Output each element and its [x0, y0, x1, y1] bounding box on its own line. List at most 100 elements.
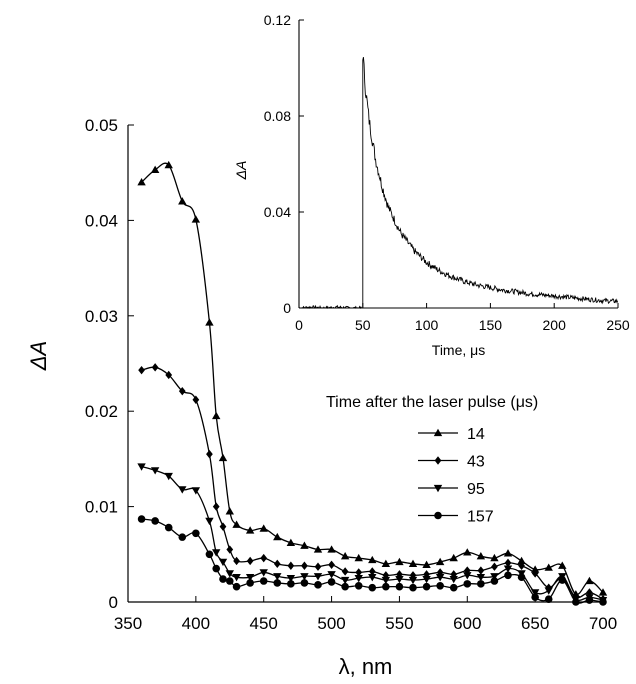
- data-point-marker: [503, 565, 513, 573]
- data-point-marker: [246, 579, 254, 587]
- data-point-marker: [395, 575, 404, 584]
- data-point-marker: [192, 529, 200, 538]
- data-point-marker: [273, 573, 282, 581]
- data-point-marker: [150, 165, 160, 173]
- x-tick-label: 400: [182, 614, 210, 633]
- data-point-marker: [434, 456, 442, 465]
- data-point-marker: [205, 318, 214, 326]
- y-tick-label: 0.05: [85, 116, 118, 135]
- data-point-marker: [381, 576, 391, 585]
- data-point-marker: [150, 467, 160, 475]
- data-point-marker: [422, 575, 431, 584]
- data-point-marker: [313, 573, 323, 581]
- data-point-marker: [178, 197, 187, 205]
- data-point-marker: [138, 365, 145, 375]
- data-point-marker: [178, 486, 187, 494]
- data-point-marker: [219, 575, 227, 583]
- data-point-marker: [585, 576, 594, 585]
- data-point-marker: [273, 532, 282, 541]
- data-point-marker: [368, 574, 377, 582]
- data-point-marker: [232, 520, 241, 528]
- data-point-marker: [259, 577, 268, 585]
- legend: Time after the laser pulse (μs) 14 43 95 157: [326, 394, 538, 526]
- data-point-marker: [212, 549, 221, 557]
- data-point-marker: [245, 574, 255, 582]
- data-point-marker: [599, 598, 607, 606]
- data-point-marker: [368, 583, 377, 592]
- data-point-marker: [422, 582, 431, 591]
- inset-x-tick-label: 100: [415, 317, 439, 333]
- x-tick-label: 600: [453, 614, 481, 633]
- data-point-marker: [433, 484, 443, 493]
- data-point-marker: [476, 552, 486, 560]
- data-point-marker: [205, 517, 214, 526]
- inset-x-tick-label: 50: [355, 317, 371, 333]
- inset-x-tick-label: 0: [295, 317, 303, 333]
- data-point-marker: [232, 582, 241, 591]
- data-point-marker: [449, 553, 458, 562]
- data-point-marker: [314, 562, 322, 571]
- data-point-marker: [313, 545, 323, 553]
- data-point-marker: [212, 502, 220, 511]
- data-point-marker: [259, 569, 268, 577]
- x-axis-label: λ, nm: [339, 654, 393, 679]
- data-point-marker: [340, 576, 350, 585]
- data-point-marker: [490, 577, 499, 585]
- data-point-marker: [245, 526, 255, 534]
- data-point-marker: [409, 583, 417, 592]
- data-point-marker: [490, 573, 499, 581]
- data-point-marker: [517, 556, 526, 565]
- data-point-marker: [259, 524, 268, 532]
- data-point-marker: [422, 560, 431, 568]
- data-point-marker: [477, 580, 485, 588]
- legend-label: 43: [467, 454, 485, 471]
- data-point-marker: [463, 566, 471, 575]
- data-point-marker: [232, 574, 241, 582]
- data-point-marker: [151, 517, 159, 525]
- data-point-marker: [368, 555, 377, 564]
- data-point-marker: [191, 215, 201, 223]
- data-point-marker: [368, 567, 376, 576]
- data-point-marker: [287, 580, 295, 588]
- y-tick-label: 0.02: [85, 402, 118, 421]
- data-point-marker: [354, 553, 363, 562]
- data-point-marker: [137, 178, 146, 186]
- data-point-marker: [341, 567, 349, 576]
- data-point-marker: [286, 575, 296, 583]
- data-point-marker: [355, 568, 363, 577]
- x-tick-label: 550: [385, 614, 413, 633]
- data-point-marker: [354, 575, 363, 583]
- x-tick-label: 700: [589, 614, 617, 633]
- data-point-marker: [463, 580, 472, 588]
- y-axis-label: ΔA: [26, 341, 51, 371]
- data-point-marker: [463, 572, 472, 580]
- legend-label: 95: [467, 481, 485, 498]
- legend-label: 157: [467, 509, 494, 526]
- data-point-marker: [477, 566, 485, 575]
- data-point-marker: [382, 582, 390, 591]
- data-point-marker: [178, 533, 187, 541]
- inset-decay-trace: [298, 57, 619, 310]
- data-point-marker: [151, 363, 159, 372]
- data-point-marker: [395, 557, 404, 566]
- legend-label: 14: [467, 426, 485, 443]
- data-point-marker: [558, 561, 567, 569]
- data-point-marker: [436, 581, 444, 590]
- data-point-marker: [491, 562, 498, 571]
- data-point-marker: [327, 571, 336, 579]
- data-point-marker: [260, 553, 268, 563]
- data-point-marker: [137, 515, 146, 523]
- data-point-marker: [205, 550, 214, 559]
- inset-plot: 0 0.04 0.08 0.12 0 50 100 150 200 250 Time, μs ΔA: [233, 12, 630, 358]
- inset-x-tick-label: 250: [606, 317, 630, 333]
- data-point-marker: [327, 578, 336, 586]
- data-point-marker: [178, 386, 186, 396]
- data-point-marker: [531, 569, 539, 578]
- x-tick-label: 650: [521, 614, 549, 633]
- data-point-marker: [585, 596, 594, 604]
- data-point-marker: [327, 545, 336, 553]
- inset-y-tick-label: 0: [283, 300, 291, 316]
- data-point-marker: [287, 561, 295, 570]
- data-point-marker: [219, 522, 227, 531]
